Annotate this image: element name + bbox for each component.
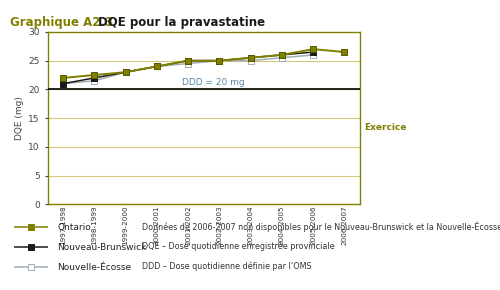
Y-axis label: DQE (mg): DQE (mg) [15,96,24,140]
Text: Ontario: Ontario [58,223,91,232]
Text: DQE pour la pravastatine: DQE pour la pravastatine [98,16,264,29]
Text: Données de 2006-2007 non disponibles pour le Nouveau-Brunswick et la Nouvelle-Éc: Données de 2006-2007 non disponibles pou… [142,222,500,232]
Text: Nouveau-Brunswick: Nouveau-Brunswick [58,243,147,252]
Text: Exercice: Exercice [364,123,406,132]
Text: DDD – Dose quotidienne définie par l’OMS: DDD – Dose quotidienne définie par l’OMS [142,262,312,271]
Text: DQE – Dose quotidienne enregistrée provinciale: DQE – Dose quotidienne enregistrée provi… [142,242,335,251]
Text: DDD = 20 mg: DDD = 20 mg [182,78,244,87]
Text: Nouvelle-Écosse: Nouvelle-Écosse [58,262,132,272]
Text: Graphique A2.3 :: Graphique A2.3 : [10,16,130,29]
